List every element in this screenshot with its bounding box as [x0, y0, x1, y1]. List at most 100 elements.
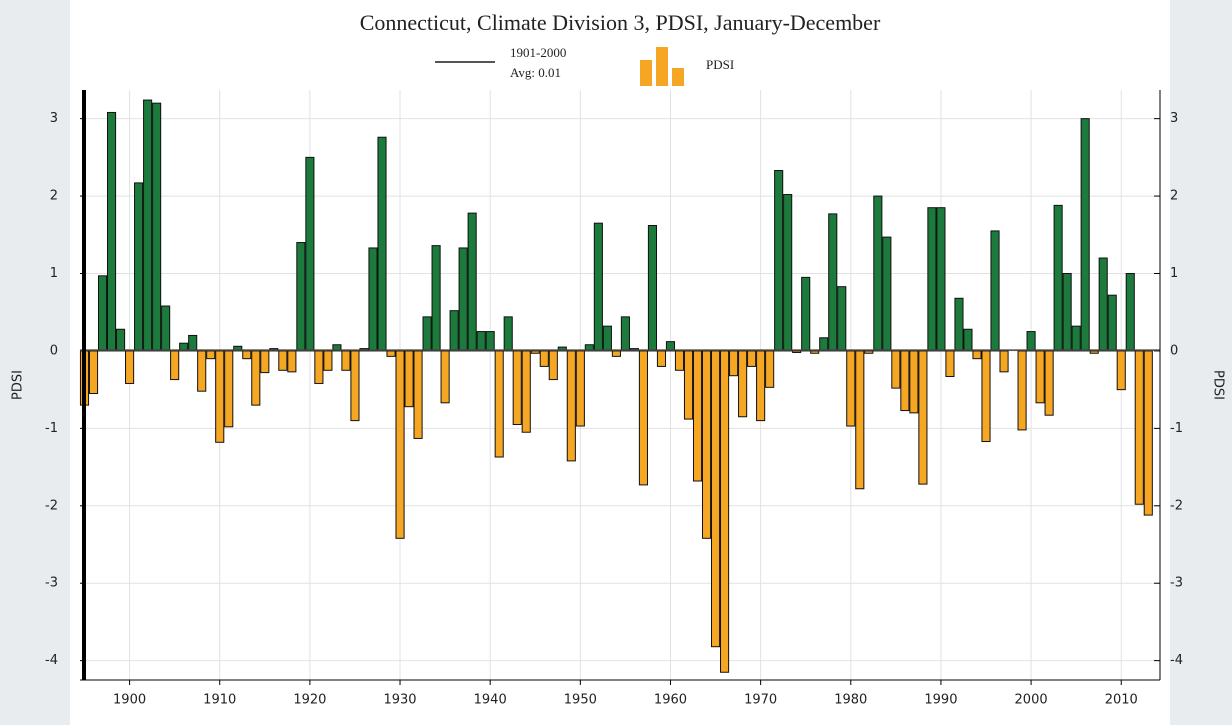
bar: [999, 350, 1009, 373]
bar: [837, 286, 847, 352]
bar: [1062, 273, 1072, 352]
y2-tick-label: 2: [1170, 189, 1178, 204]
bar: [1134, 350, 1144, 505]
bar: [963, 328, 973, 352]
bar: [855, 350, 865, 490]
bar: [747, 350, 757, 367]
bar: [206, 350, 216, 360]
bar: [251, 350, 261, 406]
bar: [215, 350, 225, 443]
bar: [530, 350, 540, 354]
bar: [170, 350, 180, 381]
bar: [476, 331, 486, 352]
x-tick-label: 1900: [113, 693, 146, 708]
bar: [260, 350, 270, 374]
bar: [792, 350, 802, 353]
bar: [1071, 325, 1081, 352]
bar: [990, 230, 1000, 352]
bar: [819, 337, 829, 352]
bar: [539, 350, 549, 367]
bar: [882, 236, 892, 352]
bar: [106, 111, 117, 352]
bar: [179, 342, 189, 352]
bar: [161, 305, 171, 352]
bar: [485, 331, 495, 352]
bar: [224, 350, 234, 428]
chart-title: Connecticut, Climate Division 3, PDSI, J…: [360, 10, 881, 35]
bar: [494, 350, 504, 458]
bar: [683, 350, 694, 420]
bar: [1098, 257, 1108, 352]
bar: [548, 350, 558, 381]
bar: [665, 341, 676, 352]
bar: [1107, 294, 1117, 352]
bar: [602, 325, 612, 352]
bar: [575, 350, 585, 427]
bar: [738, 350, 748, 418]
bar: [97, 275, 108, 352]
bar: [323, 350, 333, 371]
bar: [467, 212, 477, 352]
x-tick-label: 1960: [654, 693, 687, 708]
legend-bar-icon: [640, 47, 684, 86]
x-tick-label: 1990: [924, 693, 957, 708]
bar: [566, 350, 576, 462]
bar: [314, 350, 324, 384]
bar: [125, 350, 135, 384]
bar: [242, 350, 252, 360]
bar: [449, 310, 459, 352]
bar: [756, 350, 766, 422]
bar: [801, 276, 811, 352]
bar: [431, 245, 441, 352]
y2-tick-label: -4: [1170, 653, 1183, 668]
bar: [188, 334, 198, 352]
bar: [422, 316, 432, 352]
bar: [701, 350, 712, 539]
bar: [386, 350, 396, 357]
bar: [296, 242, 306, 352]
bar: [512, 350, 522, 425]
y2-tick-label: 3: [1170, 111, 1178, 126]
y2-tick-label: -3: [1170, 576, 1183, 591]
bar: [638, 350, 648, 486]
bar: [503, 316, 513, 352]
y-tick-label: 2: [50, 189, 58, 204]
bar: [116, 328, 126, 352]
bar: [1026, 331, 1036, 352]
bar: [692, 350, 703, 482]
bar: [350, 350, 360, 422]
bar: [656, 350, 667, 367]
bar: [873, 195, 883, 352]
bar: [458, 247, 468, 352]
bar: [774, 170, 784, 352]
bar: [1125, 273, 1135, 352]
bar: [729, 350, 739, 377]
x-tick-label: 1950: [564, 693, 597, 708]
bar: [918, 350, 928, 485]
bar: [143, 99, 153, 352]
bar: [413, 350, 423, 439]
y2-tick-label: 1: [1170, 266, 1178, 281]
bar: [927, 207, 937, 352]
y-tick-label: 1: [50, 266, 58, 281]
bar: [981, 350, 991, 443]
bar: [152, 102, 162, 352]
bar: [972, 350, 982, 360]
legend-series-label: PDSI: [706, 57, 734, 72]
bar: [440, 350, 450, 404]
bar: [954, 297, 964, 352]
bar: [864, 350, 874, 354]
bar: [134, 182, 144, 352]
bar: [945, 350, 955, 377]
x-tick-label: 2000: [1015, 693, 1048, 708]
x-tick-label: 1910: [203, 693, 236, 708]
x-tick-label: 2010: [1105, 693, 1138, 708]
y-axis-label: PDSI: [11, 370, 26, 400]
bar: [521, 350, 531, 433]
y-tick-label: -3: [45, 576, 58, 591]
bar: [404, 350, 414, 408]
legend-average-label: Avg: 0.01: [510, 65, 561, 80]
bar: [1080, 118, 1090, 352]
bar: [593, 222, 603, 352]
